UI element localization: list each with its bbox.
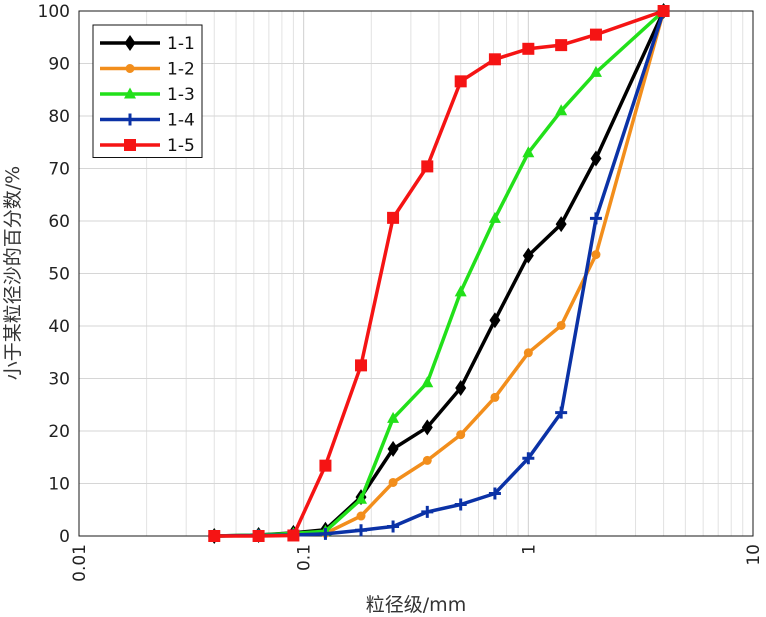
data-point [387, 520, 400, 533]
legend-item-1-5: 1-5 [100, 136, 195, 156]
series-1-5 [208, 5, 670, 542]
data-point [589, 65, 602, 77]
data-point [488, 53, 501, 66]
legend-item-1-2: 1-2 [100, 60, 195, 80]
x-tick-label: 1 [519, 544, 539, 555]
axis-ticks: 0 10 20 30 40 50 60 70 80 90 100 0.01 0.1 1 10 [38, 2, 764, 582]
y-tick-label: 10 [48, 475, 70, 495]
data-point [556, 320, 566, 330]
data-point [589, 212, 602, 225]
data-point [319, 527, 332, 540]
y-tick-label: 20 [48, 422, 70, 442]
data-point [657, 5, 670, 17]
legend-label: 1-1 [167, 34, 195, 54]
data-point [388, 477, 398, 487]
data-point [522, 42, 535, 55]
y-tick-label: 40 [48, 317, 70, 337]
y-tick-label: 0 [59, 527, 70, 547]
legend-marker [124, 35, 136, 51]
legend: 1-1 1-2 1-3 1-4 1-5 [92, 24, 203, 158]
legend-label: 1-3 [167, 85, 195, 105]
y-tick-label: 70 [48, 160, 70, 180]
data-point [252, 530, 265, 542]
legend-item-1-3: 1-3 [100, 85, 195, 105]
data-point [454, 498, 467, 511]
y-tick-label: 30 [48, 370, 70, 390]
data-point [421, 505, 434, 518]
legend-label: 1-5 [167, 136, 195, 156]
data-point [454, 285, 467, 297]
data-point [555, 104, 568, 116]
data-point [522, 146, 535, 158]
data-point [489, 312, 501, 329]
data-point [355, 524, 368, 537]
data-point [523, 348, 533, 358]
data-point [422, 455, 432, 465]
legend-label: 1-2 [167, 60, 195, 80]
data-point [555, 406, 568, 419]
legend-box [92, 24, 203, 158]
data-point [355, 492, 368, 504]
data-point [421, 376, 434, 388]
data-point [555, 39, 568, 52]
x-axis-title: 粒径级/mm [366, 594, 466, 616]
legend-item-1-4: 1-4 [100, 111, 195, 131]
data-point [421, 160, 434, 173]
y-axis-title: 小于某粒径沙的百分数/% [2, 166, 24, 380]
plot-frame [78, 10, 754, 537]
y-tick-label: 50 [48, 265, 70, 285]
data-point [287, 529, 300, 542]
legend-marker [125, 64, 135, 73]
y-tick-label: 80 [48, 107, 70, 127]
data-point [488, 211, 501, 223]
legend-label: 1-4 [167, 111, 195, 131]
legend-marker [124, 87, 136, 99]
data-point [589, 28, 602, 41]
data-point [387, 211, 400, 224]
x-tick-label: 0.01 [70, 544, 90, 582]
data-point [454, 75, 467, 88]
data-point [488, 487, 501, 500]
x-tick-label: 0.1 [295, 544, 315, 571]
data-point [387, 411, 400, 423]
data-point [208, 530, 221, 542]
data-point [356, 511, 366, 521]
legend-marker [124, 113, 136, 126]
data-point [490, 392, 500, 402]
x-tick-label: 10 [744, 544, 764, 566]
legend-marker [124, 139, 136, 151]
data-point [591, 250, 601, 260]
data-point [555, 216, 567, 233]
y-tick-label: 90 [48, 55, 70, 75]
data-point [522, 452, 535, 465]
data-point [455, 379, 467, 396]
y-tick-label: 60 [48, 212, 70, 232]
data-point [421, 419, 433, 436]
data-point [522, 247, 534, 264]
data-point [387, 440, 399, 457]
y-tick-label: 100 [38, 2, 70, 22]
data-point [355, 359, 368, 372]
series-group [208, 3, 670, 544]
data-point [319, 459, 332, 472]
data-point [590, 150, 602, 167]
legend-item-1-1: 1-1 [100, 34, 195, 54]
data-point [456, 430, 466, 440]
